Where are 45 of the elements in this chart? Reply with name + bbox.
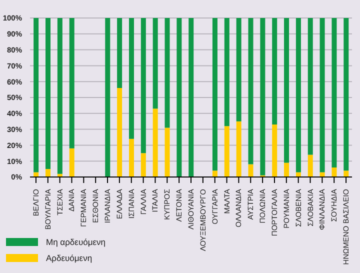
bar bbox=[332, 167, 337, 177]
bar bbox=[248, 18, 254, 164]
bar bbox=[224, 18, 230, 126]
legend-label: Μη αρδευόμενη bbox=[46, 237, 106, 247]
legend-label: Αρδευόμενη bbox=[46, 253, 92, 263]
bar bbox=[152, 108, 158, 177]
bar bbox=[69, 18, 74, 148]
bar bbox=[296, 18, 301, 172]
bar bbox=[248, 164, 254, 177]
bar bbox=[236, 18, 242, 122]
bar bbox=[46, 18, 51, 170]
bar bbox=[284, 18, 290, 163]
bar bbox=[212, 18, 218, 171]
bar bbox=[320, 18, 325, 172]
bar bbox=[260, 18, 266, 176]
bar bbox=[128, 138, 134, 177]
bar bbox=[224, 126, 230, 177]
bar bbox=[34, 18, 39, 172]
bar bbox=[332, 18, 337, 168]
bar bbox=[152, 18, 158, 109]
bar bbox=[140, 18, 146, 154]
bar bbox=[284, 162, 290, 177]
bar bbox=[117, 88, 122, 177]
bar bbox=[308, 154, 313, 177]
bar bbox=[105, 18, 110, 177]
bar bbox=[69, 148, 74, 177]
bar bbox=[188, 18, 194, 177]
bar bbox=[212, 170, 218, 177]
bar bbox=[272, 124, 278, 177]
bar bbox=[128, 18, 134, 139]
bar bbox=[296, 172, 301, 177]
bar bbox=[308, 18, 313, 155]
bar bbox=[46, 169, 51, 177]
bar bbox=[236, 121, 242, 177]
bar bbox=[344, 170, 349, 177]
bar bbox=[34, 172, 39, 177]
bar bbox=[176, 18, 182, 177]
bar bbox=[57, 18, 62, 174]
bar bbox=[140, 153, 146, 177]
bar bbox=[320, 172, 325, 177]
bar bbox=[272, 18, 278, 125]
bar bbox=[117, 18, 122, 88]
bar bbox=[164, 128, 170, 177]
bar bbox=[344, 18, 349, 171]
bar bbox=[164, 18, 170, 128]
